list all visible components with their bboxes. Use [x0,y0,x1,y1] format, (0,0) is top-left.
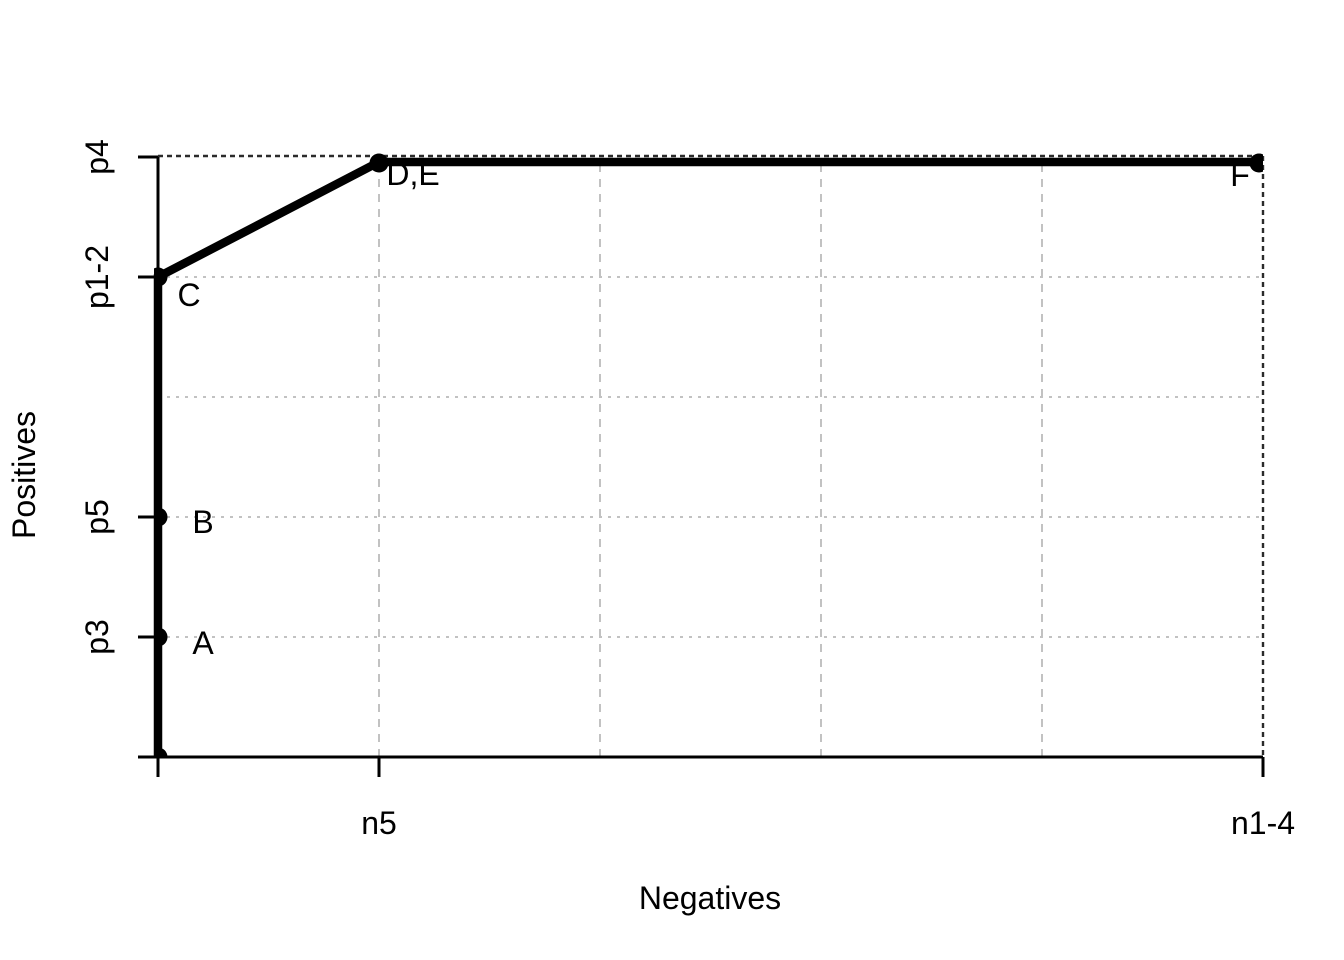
data-point-c [154,267,168,287]
roc-curve [153,157,1263,757]
y-axis-tick-label: p5 [79,499,115,535]
data-point-f [1249,153,1263,173]
axes-layer: n5 n1-4 p3 p5 p1-2 p4 [79,139,1295,841]
data-point-de [369,153,389,173]
x-axis-tick-label: n1-4 [1231,805,1295,841]
reference-lines-layer [158,154,1265,757]
x-axis-title: Negatives [639,880,781,916]
data-point-a [154,627,168,647]
point-label-b: B [192,504,213,540]
curve-layer [153,157,1263,757]
data-point-origin [154,747,168,757]
point-label-a: A [192,625,214,661]
point-label-c: C [177,277,200,313]
y-axis-tick-label: p1-2 [79,245,115,309]
data-point-b [154,507,168,527]
points-layer [154,153,1263,757]
x-axis-tick-label: n5 [361,805,397,841]
y-axis-tick-label: p4 [79,139,115,175]
y-axis-title: Positives [6,411,42,539]
point-label-f: F [1230,157,1250,193]
y-axis-tick-label: p3 [79,619,115,655]
point-label-de: D,E [386,156,439,192]
grid-layer [158,157,1263,757]
point-labels-layer: A B C D,E F [177,156,1249,661]
